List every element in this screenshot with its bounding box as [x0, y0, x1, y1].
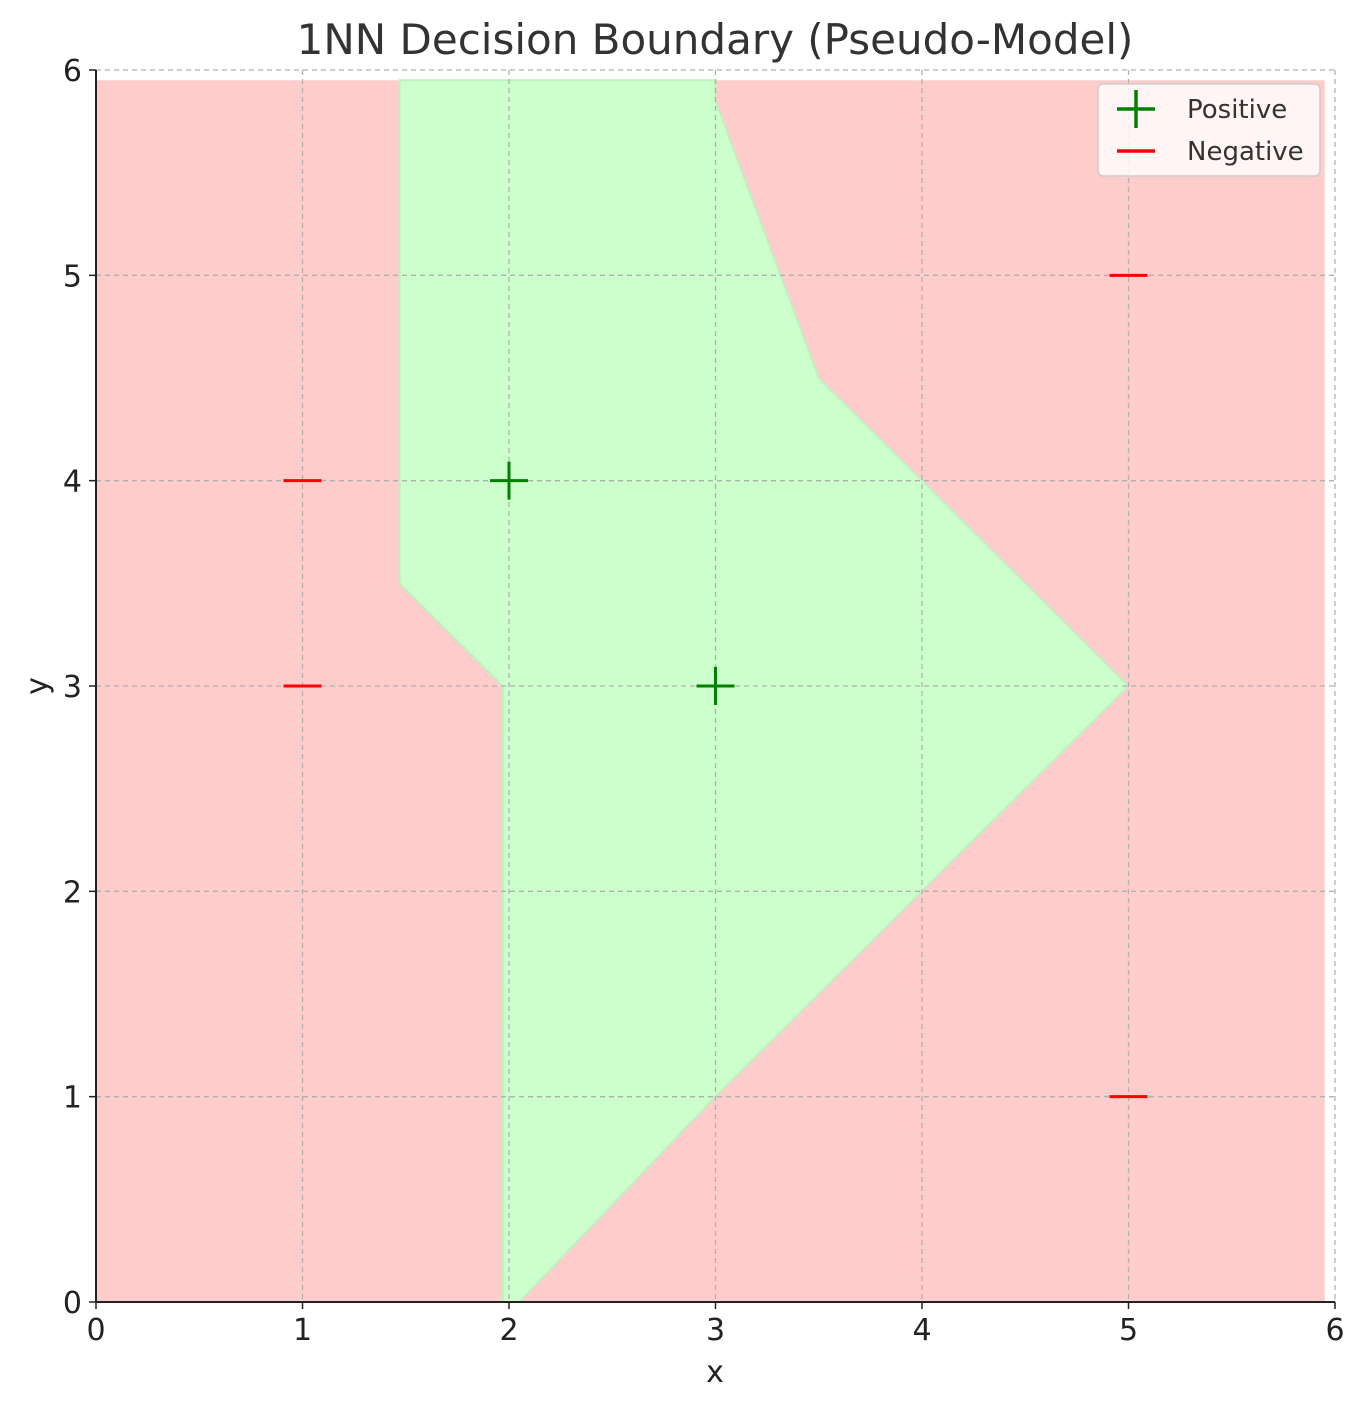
x-tick-label: 3 [706, 1313, 725, 1348]
x-tick-label: 0 [86, 1313, 105, 1348]
y-tick-label: 0 [63, 1286, 82, 1321]
legend-label-negative: Negative [1187, 137, 1304, 167]
y-tick-label: 6 [63, 54, 82, 89]
positive-point [490, 461, 528, 500]
x-tick-label: 6 [1325, 1313, 1344, 1348]
y-tick-label: 1 [63, 1081, 82, 1116]
x-tick-label: 2 [499, 1313, 518, 1348]
x-tick-label: 5 [1119, 1313, 1138, 1348]
positive-point [696, 667, 735, 705]
y-tick-label: 4 [63, 465, 82, 500]
y-tick-label: 3 [63, 670, 82, 705]
legend-label-positive: Positive [1187, 95, 1287, 125]
y-tick-label: 5 [63, 259, 82, 294]
x-tick-label: 1 [293, 1313, 312, 1348]
plot-area: 0 1 2 3 4 5 6 0 1 2 3 4 5 6 [63, 54, 1345, 1348]
y-axis-label: y [20, 677, 55, 695]
chart-title: 1NN Decision Boundary (Pseudo-Model) [297, 15, 1134, 64]
x-axis-label: x [706, 1355, 724, 1390]
legend: Positive Negative [1097, 83, 1321, 177]
x-tick-label: 4 [912, 1313, 931, 1348]
legend-box [1097, 83, 1321, 177]
y-tick-label: 2 [63, 875, 82, 910]
